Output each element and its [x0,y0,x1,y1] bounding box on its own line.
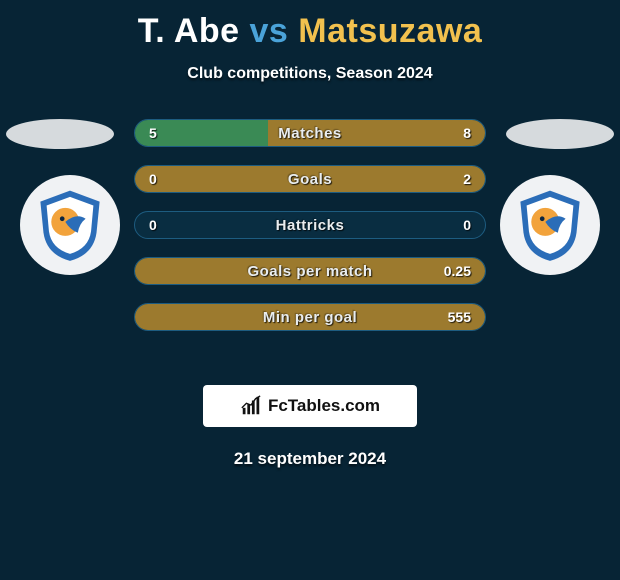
stat-label: Matches [135,120,485,146]
player1-name: T. Abe [138,12,240,50]
stat-row: 00Hattricks [134,211,486,239]
player2-name: Matsuzawa [298,12,482,50]
stat-label: Hattricks [135,212,485,238]
vs-text: vs [250,12,289,50]
stat-row: 02Goals [134,165,486,193]
stat-bars: 58Matches 02Goals 00Hattricks 0.25Goals per… [134,119,486,349]
player2-club-logo [500,175,600,275]
subtitle: Club competitions, Season 2024 [0,65,620,83]
stat-label: Min per goal [135,304,485,330]
branding-text: FcTables.com [268,396,380,416]
player1-club-logo [20,175,120,275]
stat-label: Goals [135,166,485,192]
comparison-title: T. Abe vs Matsuzawa [0,0,620,51]
stat-label: Goals per match [135,258,485,284]
branding-badge: FcTables.com [203,385,417,427]
club-crest-icon [511,186,589,264]
stat-row: 58Matches [134,119,486,147]
chart-icon [240,395,262,417]
stat-row: 0.25Goals per match [134,257,486,285]
player2-pedestal [506,119,614,149]
stat-row: 555Min per goal [134,303,486,331]
comparison-panel: 58Matches 02Goals 00Hattricks 0.25Goals per… [0,119,620,379]
club-crest-icon [31,186,109,264]
date-text: 21 september 2024 [0,449,620,469]
player1-pedestal [6,119,114,149]
